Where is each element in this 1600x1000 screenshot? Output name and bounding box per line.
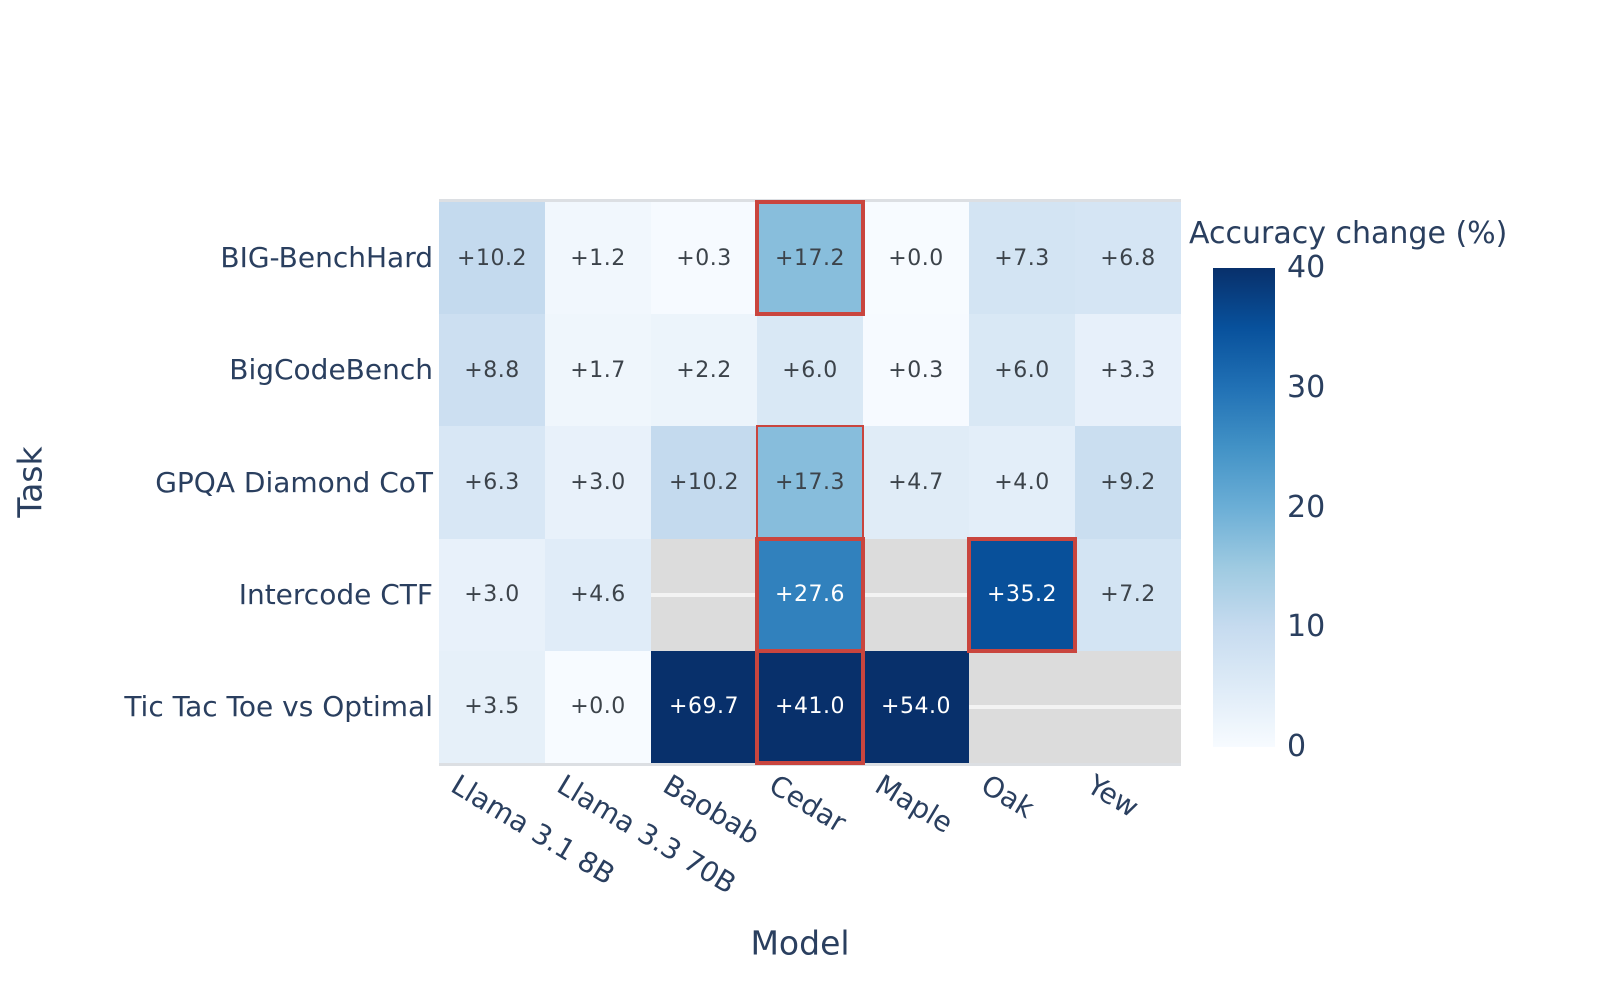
- colorbar-tick-label: 40: [1287, 250, 1326, 285]
- y-tick-label: BigCodeBench: [229, 353, 433, 387]
- colorbar-tick-label: 0: [1287, 729, 1307, 764]
- cell-value-label: +0.0: [888, 245, 944, 271]
- x-tick-label: Llama 3.3 70B: [551, 768, 742, 901]
- x-tick-label: Yew: [1081, 768, 1145, 824]
- cell-value-label: +0.3: [676, 245, 732, 271]
- heatmap-cell: +27.6: [757, 538, 863, 651]
- cell-value-label: +3.3: [1100, 357, 1156, 383]
- heatmap-cell: +54.0: [863, 650, 969, 763]
- cell-value-label: +41.0: [775, 694, 845, 720]
- cell-value-label: +69.7: [669, 694, 739, 720]
- cell-value-label: +35.2: [987, 582, 1057, 608]
- cell-value-label: +17.2: [775, 245, 845, 271]
- cell-value-label: +3.0: [464, 582, 520, 608]
- heatmap-cell: +10.2: [651, 426, 757, 539]
- cell-value-label: +0.0: [570, 694, 626, 720]
- cell-value-label: +10.2: [457, 245, 527, 271]
- highlighted-cell-outline: [755, 536, 865, 653]
- colorbar-tick-label: 30: [1287, 369, 1326, 405]
- heatmap-cell: +4.6: [545, 538, 651, 651]
- heatmap-cell: +4.0: [969, 426, 1075, 539]
- x-tick-label: Maple: [869, 768, 959, 840]
- heatmap-cell: +17.3: [757, 426, 863, 539]
- heatmap-cell: [1075, 650, 1181, 763]
- heatmap-cell: +7.2: [1075, 538, 1181, 651]
- heatmap-cell: +7.3: [969, 202, 1075, 315]
- cell-value-label: +7.2: [1100, 582, 1156, 608]
- heatmap-cell: +0.0: [545, 650, 651, 763]
- heatmap-cell: +0.3: [651, 202, 757, 315]
- cell-value-label: +4.0: [994, 469, 1050, 495]
- cell-value-label: +1.2: [570, 245, 626, 271]
- colorbar-title: Accuracy change (%): [1189, 216, 1508, 251]
- heatmap-cell: +8.8: [439, 314, 545, 427]
- heatmap-plot-area: +10.2 +1.2 +0.3 +17.2 +0.0 +7.3 +6.8 +8.8 +1.7 +2…: [439, 199, 1181, 766]
- background-gridline: [863, 592, 969, 597]
- highlighted-cell-outline: [967, 536, 1077, 653]
- cell-value-label: +3.0: [570, 469, 626, 495]
- cell-value-label: +6.3: [464, 469, 520, 495]
- heatmap-cells: +10.2 +1.2 +0.3 +17.2 +0.0 +7.3 +6.8 +8.8 +1.7 +2…: [439, 202, 1181, 763]
- y-tick-label: Intercode CTF: [238, 577, 433, 611]
- heatmap-cell: +2.2: [651, 314, 757, 427]
- heatmap-cell: +3.0: [439, 538, 545, 651]
- cell-value-label: +54.0: [881, 694, 951, 720]
- cell-value-label: +6.0: [782, 357, 838, 383]
- heatmap-cell: +69.7: [651, 650, 757, 763]
- heatmap-cell: [969, 650, 1075, 763]
- heatmap-cell: [651, 538, 757, 651]
- heatmap-cell: +0.3: [863, 314, 969, 427]
- y-tick-label: BIG-BenchHard: [220, 241, 433, 275]
- x-tick-label: Oak: [975, 768, 1041, 825]
- cell-value-label: +3.5: [464, 694, 520, 720]
- highlighted-cell-outline: [755, 200, 865, 317]
- heatmap-cell: +6.3: [439, 426, 545, 539]
- highlighted-cell-outline: [755, 648, 865, 765]
- cell-value-label: +0.3: [888, 357, 944, 383]
- cell-value-label: +7.3: [994, 245, 1050, 271]
- heatmap-cell: +6.0: [757, 314, 863, 427]
- heatmap-cell: +6.8: [1075, 202, 1181, 315]
- cell-value-label: +6.8: [1100, 245, 1156, 271]
- heatmap-cell: +41.0: [757, 650, 863, 763]
- colorbar-tick-label: 10: [1287, 609, 1326, 645]
- highlighted-cell-outline: [756, 425, 864, 540]
- cell-value-label: +17.3: [775, 469, 845, 495]
- y-tick-label: Tic Tac Toe vs Optimal: [124, 689, 433, 723]
- x-tick-label: Cedar: [763, 768, 852, 840]
- heatmap-cell: +10.2: [439, 202, 545, 315]
- cell-value-label: +8.8: [464, 357, 520, 383]
- background-gridline: [651, 592, 757, 597]
- cell-value-label: +10.2: [669, 469, 739, 495]
- heatmap-cell: +0.0: [863, 202, 969, 315]
- background-gridline: [1075, 704, 1181, 709]
- heatmap-cell: +17.2: [757, 202, 863, 315]
- heatmap-cell: +3.0: [545, 426, 651, 539]
- heatmap-cell: +9.2: [1075, 426, 1181, 539]
- heatmap-cell: +1.2: [545, 202, 651, 315]
- heatmap-cell: [863, 538, 969, 651]
- x-axis-title: Model: [750, 923, 850, 963]
- heatmap-cell: +3.5: [439, 650, 545, 763]
- cell-value-label: +1.7: [570, 357, 626, 383]
- y-tick-label: GPQA Diamond CoT: [155, 465, 433, 499]
- heatmap-cell: +35.2: [969, 538, 1075, 651]
- heatmap-cell: +3.3: [1075, 314, 1181, 427]
- background-gridline: [969, 704, 1075, 709]
- colorbar-gradient: [1213, 268, 1275, 747]
- cell-value-label: +2.2: [676, 357, 732, 383]
- cell-value-label: +9.2: [1100, 469, 1156, 495]
- heatmap-cell: +6.0: [969, 314, 1075, 427]
- cell-value-label: +27.6: [775, 582, 845, 608]
- cell-value-label: +6.0: [994, 357, 1050, 383]
- cell-value-label: +4.7: [888, 469, 944, 495]
- cell-value-label: +4.6: [570, 582, 626, 608]
- colorbar-tick-label: 20: [1287, 489, 1326, 525]
- highlight-boxes: [439, 200, 1181, 765]
- heatmap-cell: +4.7: [863, 426, 969, 539]
- heatmap-cell: +1.7: [545, 314, 651, 427]
